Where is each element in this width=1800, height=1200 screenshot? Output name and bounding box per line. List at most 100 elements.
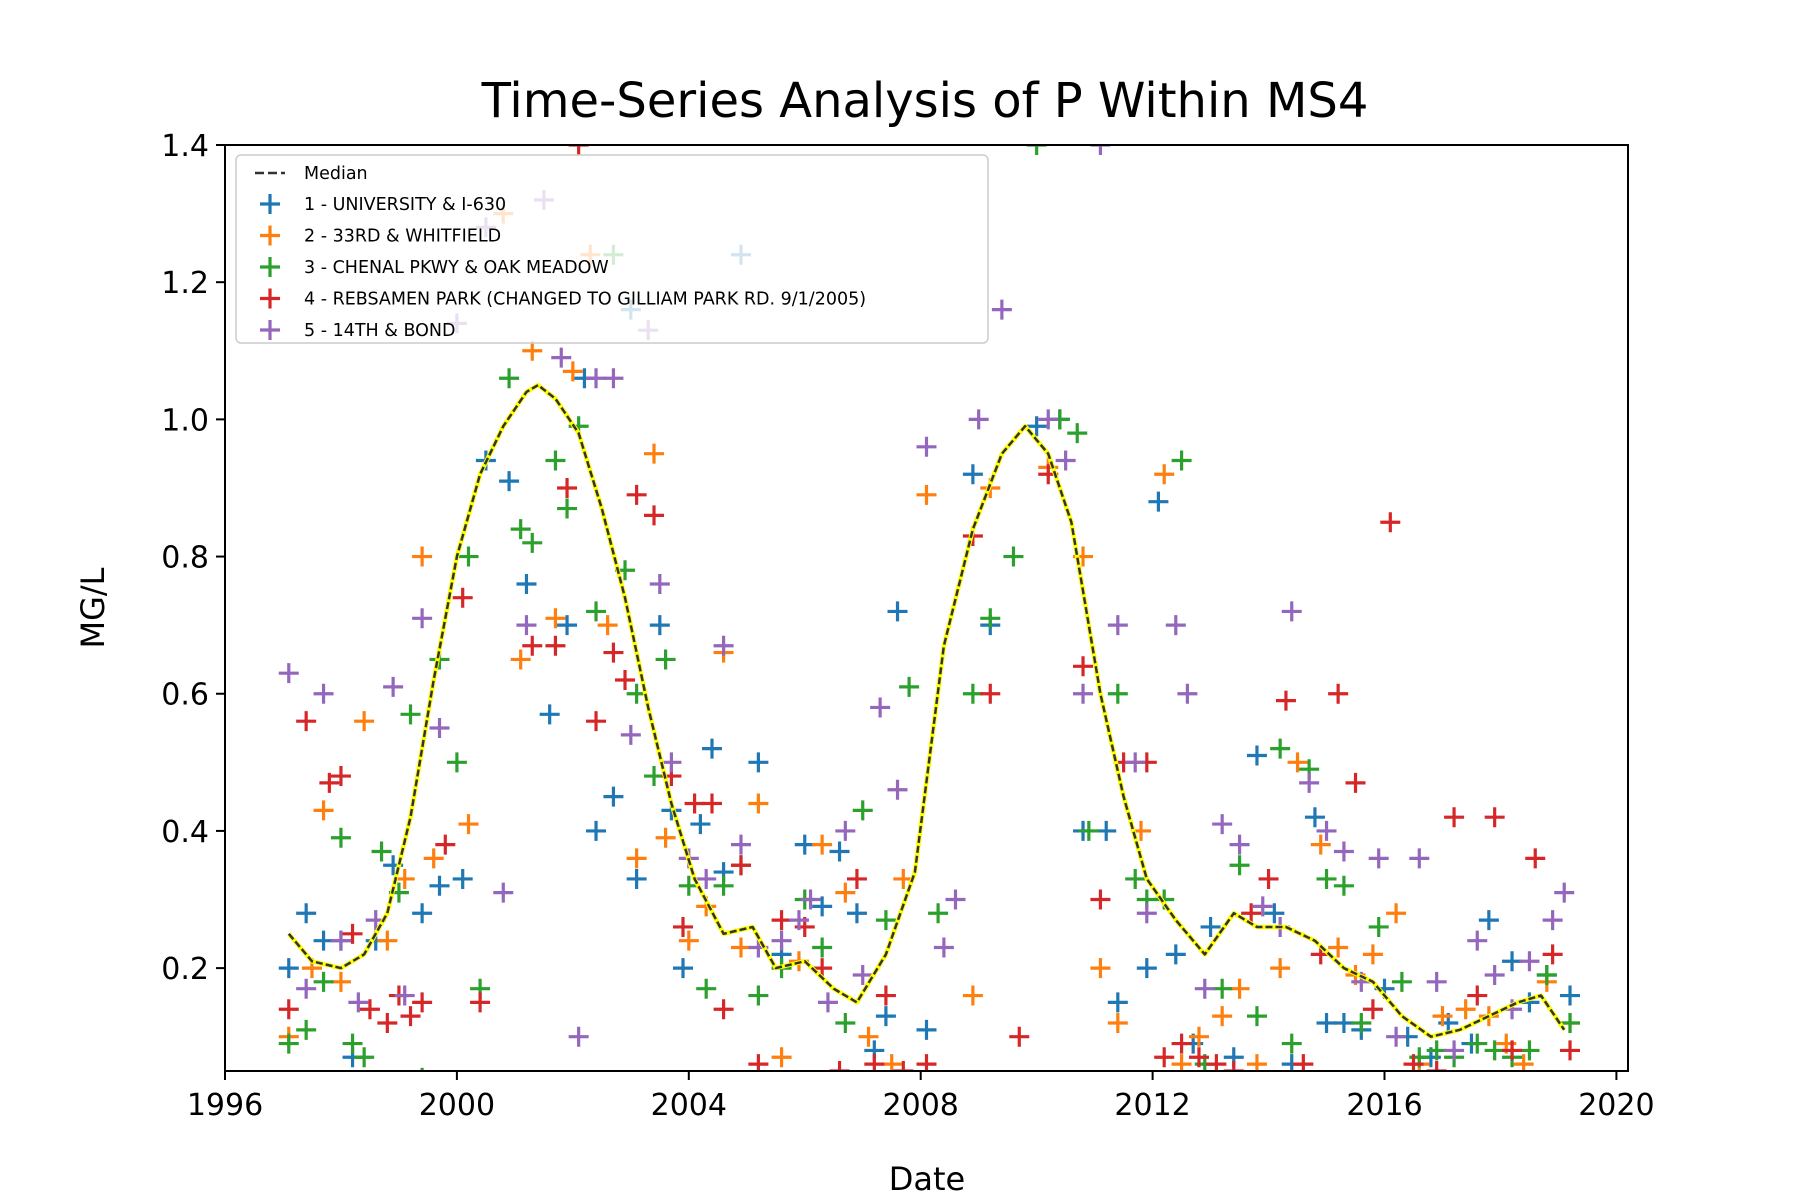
series-2-point xyxy=(1154,464,1175,485)
series-2-point xyxy=(354,711,375,732)
series-1-point xyxy=(701,738,722,759)
series-1-point xyxy=(1200,916,1221,937)
series-1-point xyxy=(1148,491,1169,512)
series-3-point xyxy=(1391,971,1412,992)
series-1-point xyxy=(586,820,607,841)
series-3-point xyxy=(1281,1033,1302,1054)
series-3-point xyxy=(1107,683,1128,704)
series-5-point xyxy=(1299,772,1320,793)
series-5-point xyxy=(1177,683,1198,704)
series-4-point xyxy=(730,855,751,876)
series-5-point xyxy=(835,820,856,841)
series-3-point xyxy=(928,903,949,924)
axes-frame xyxy=(224,144,1629,1072)
series-4-point xyxy=(1275,690,1296,711)
series-4-point xyxy=(1444,807,1465,828)
series-5-point xyxy=(1542,910,1563,931)
series-4-point xyxy=(330,766,351,787)
series-4-point xyxy=(1380,512,1401,533)
series-5-point xyxy=(730,834,751,855)
series-3-point xyxy=(696,978,717,999)
series-4-point xyxy=(435,834,456,855)
series-3-point xyxy=(835,1012,856,1033)
series-2-point xyxy=(1212,1006,1233,1027)
series-5-point xyxy=(1368,848,1389,869)
series-4-point xyxy=(342,923,363,944)
series-3-point xyxy=(330,827,351,848)
y-tick-label: 1.4 xyxy=(161,129,209,164)
series-1-point xyxy=(429,875,450,896)
series-5-point xyxy=(330,930,351,951)
series-3-point xyxy=(400,704,421,725)
series-2-point xyxy=(458,814,479,835)
series-5-point xyxy=(603,368,624,389)
series-5-point xyxy=(1281,601,1302,622)
series-4-point xyxy=(1560,1040,1581,1061)
series-2-point xyxy=(545,608,566,629)
series-5-point xyxy=(1333,841,1354,862)
series-3-point xyxy=(1560,1012,1581,1033)
x-tick-label: 2020 xyxy=(1578,1088,1654,1123)
series-3-point xyxy=(1171,450,1192,471)
series-5-point xyxy=(1165,615,1186,636)
series-4-point xyxy=(846,868,867,889)
x-tick-label: 2012 xyxy=(1114,1088,1190,1123)
x-tick-label: 2008 xyxy=(883,1088,959,1123)
series-5-point xyxy=(278,663,299,684)
series-2-point xyxy=(1287,752,1308,773)
series-4-point xyxy=(522,635,543,656)
series-2-point xyxy=(1270,958,1291,979)
series-2-point xyxy=(597,615,618,636)
series-5-point xyxy=(887,779,908,800)
series-3-point xyxy=(296,1019,317,1040)
chart-title: Time-Series Analysis of P Within MS4 xyxy=(481,73,1369,129)
series-2-point xyxy=(748,793,769,814)
series-2-point xyxy=(678,930,699,951)
series-2-point xyxy=(1107,1012,1128,1033)
series-4-point xyxy=(626,484,647,505)
series-1-point xyxy=(829,841,850,862)
series-1-point xyxy=(962,464,983,485)
series-1-point xyxy=(673,958,694,979)
series-4-point xyxy=(980,683,1001,704)
series-1-point xyxy=(748,752,769,773)
series-2-point xyxy=(412,546,433,567)
series-3-point xyxy=(1536,964,1557,985)
series-4-point xyxy=(875,985,896,1006)
series-1-point xyxy=(452,868,473,889)
series-4-point xyxy=(1223,1061,1244,1071)
series-3-point xyxy=(962,683,983,704)
series-4-point xyxy=(713,999,734,1020)
series-2-point xyxy=(771,1047,792,1068)
y-axis: 0.2 0.4 0.6 0.8 1.0 1.2 1.4 xyxy=(161,129,225,987)
series-2-point xyxy=(1090,958,1111,979)
y-tick-label: 0.4 xyxy=(161,815,209,850)
series-1-point xyxy=(812,896,833,917)
series-3-point xyxy=(1368,916,1389,937)
series-1-point xyxy=(1478,910,1499,931)
series-5-point xyxy=(870,697,891,718)
series-5-point xyxy=(661,752,682,773)
series-2-point xyxy=(1229,978,1250,999)
series-5-point xyxy=(1107,615,1128,636)
series-4-point xyxy=(400,1006,421,1027)
series-3-point xyxy=(678,875,699,896)
series-4-point xyxy=(1241,903,1262,924)
series-1-point xyxy=(313,930,334,951)
series-5-point xyxy=(1316,820,1337,841)
series-2-point xyxy=(377,930,398,951)
series-3-point xyxy=(1333,875,1354,896)
series-3-point xyxy=(875,910,896,931)
y-tick-label: 0.6 xyxy=(161,678,209,713)
series-5-point xyxy=(1073,683,1094,704)
series-5-point xyxy=(551,347,572,368)
series-3-point xyxy=(1351,1012,1372,1033)
series-1-point xyxy=(557,615,578,636)
series-1-point xyxy=(412,903,433,924)
series-2-point xyxy=(562,361,583,382)
series-3-point xyxy=(586,601,607,622)
series-5-point xyxy=(945,889,966,910)
series-5-point xyxy=(1484,964,1505,985)
series-5-point xyxy=(1212,814,1233,835)
